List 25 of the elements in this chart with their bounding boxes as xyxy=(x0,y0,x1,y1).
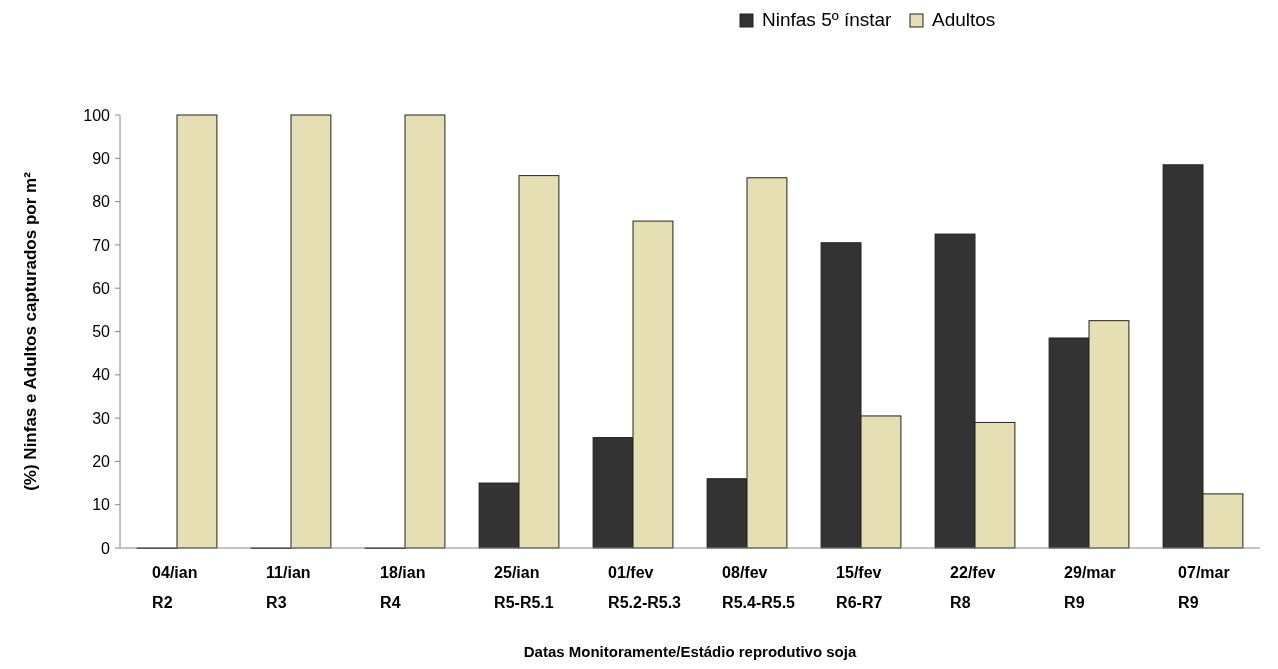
x-tick-label: 11/ian R3 xyxy=(266,564,311,611)
legend-label: Adultos xyxy=(932,9,996,30)
y-tick-label: 70 xyxy=(92,236,111,254)
x-tick-label: 25/ian R5-R5.1 xyxy=(494,564,554,611)
x-axis-title: Datas Monitoramente/Estádio reprodutivo soja xyxy=(523,643,857,660)
x-tick-label: 08/fev R5.4-R5.5 xyxy=(722,564,796,611)
x-tick-label: 29/mar R9 xyxy=(1064,564,1116,611)
y-tick-label: 100 xyxy=(83,106,111,124)
x-tick-label: 22/fev R8 xyxy=(950,564,996,611)
x-tick-label: 07/mar R9 xyxy=(1178,564,1230,611)
y-tick-label: 50 xyxy=(92,323,111,341)
legend-label: Ninfas 5º ínstar xyxy=(762,9,893,30)
y-tick-label: 40 xyxy=(92,366,111,384)
y-tick-label: 60 xyxy=(92,279,111,297)
x-tick-label: 01/fev R5.2-R5.3 xyxy=(608,564,682,611)
y-tick-label: 30 xyxy=(92,409,111,427)
y-tick-label: 90 xyxy=(92,149,111,167)
x-tick-label: 18/ian R4 xyxy=(380,564,426,611)
y-tick-label: 20 xyxy=(92,453,111,470)
y-tick-label: 80 xyxy=(92,193,111,211)
x-tick-label: 15/fev R6-R7 xyxy=(836,564,883,611)
x-tick-label: 04/ian R2 xyxy=(152,564,198,611)
y-tick-label: 0 xyxy=(101,539,111,557)
y-tick-label: 10 xyxy=(92,496,111,514)
y-axis-title: (%) Ninfas e Adultos capturados por m² xyxy=(21,171,40,491)
